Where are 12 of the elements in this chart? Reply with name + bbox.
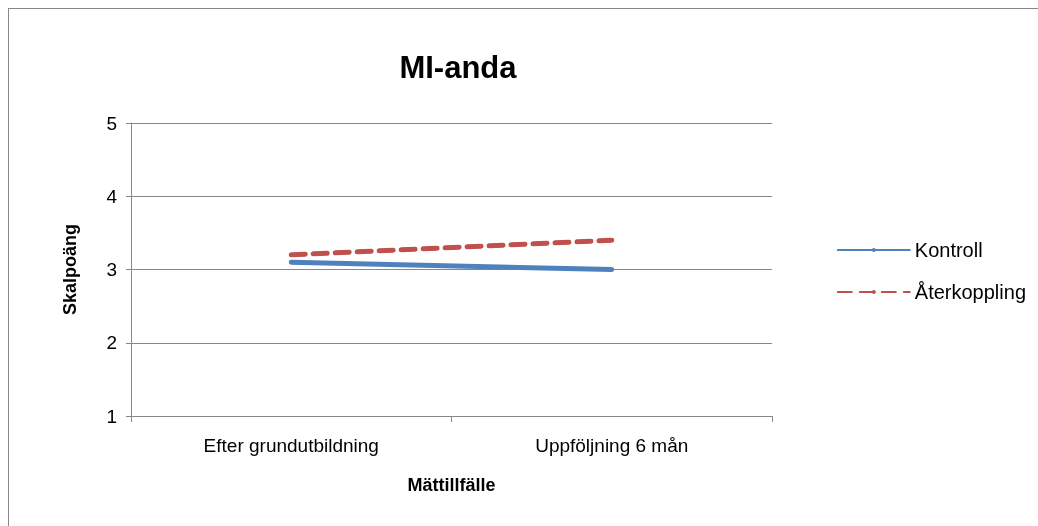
y-tick-label: 4 [106, 185, 118, 207]
y-tick-label: 3 [106, 259, 117, 280]
y-axis-title: Skalpoäng [60, 223, 80, 316]
x-axis-title: Mättillfälle [407, 475, 496, 495]
y-tick-label: 5 [106, 112, 117, 134]
x-tick-label: Efter grundutbildning [203, 435, 379, 456]
x-tick-label: Uppföljning 6 mån [535, 435, 689, 456]
legend-label: Återkoppling [914, 281, 1027, 303]
legend-label: Kontroll [914, 239, 983, 261]
y-tick-label: 2 [106, 332, 117, 354]
y-tick-label: 1 [106, 405, 117, 427]
chart-title: MI-anda [399, 50, 518, 85]
